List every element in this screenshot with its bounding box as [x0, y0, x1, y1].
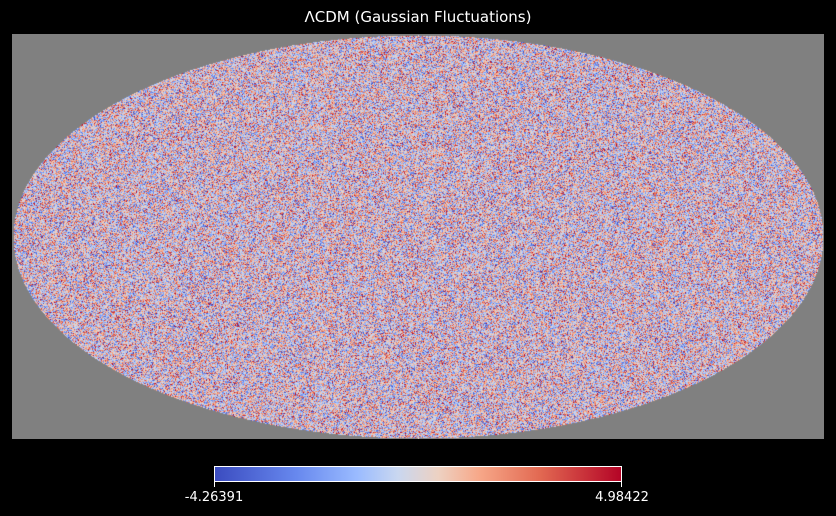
colorbar-min-label: -4.26391: [184, 490, 244, 505]
sky-map-panel: [12, 34, 824, 439]
mollweide-sky-map: [12, 34, 824, 439]
chart-title: ΛCDM (Gaussian Fluctuations): [304, 8, 532, 26]
colorbar: [214, 466, 622, 482]
colorbar-min-tick: [214, 482, 215, 487]
colorbar-max-tick: [621, 482, 622, 487]
colorbar-max-label: 4.98422: [595, 490, 649, 505]
